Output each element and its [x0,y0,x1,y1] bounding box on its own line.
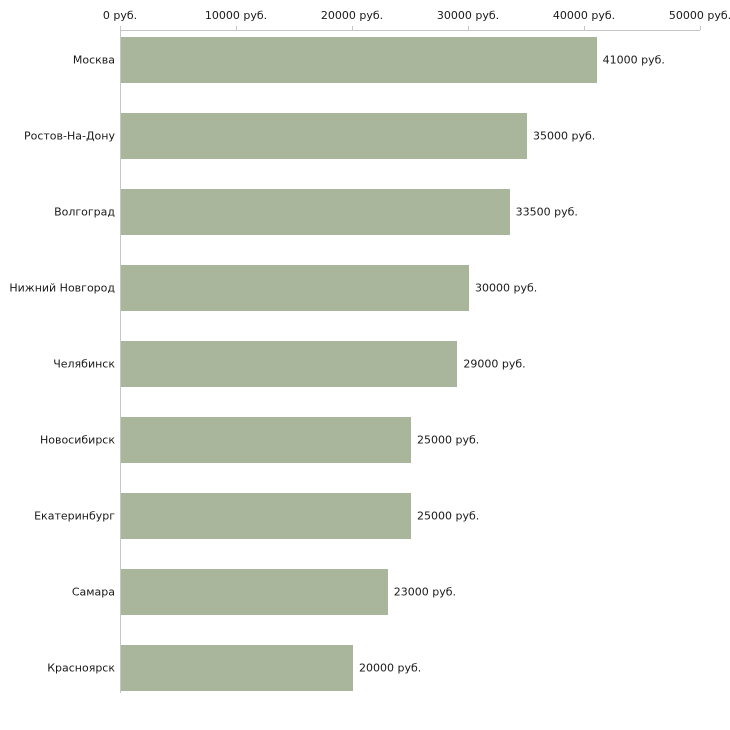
category-label: Красноярск [47,661,115,675]
category-label: Нижний Новгород [9,281,115,295]
x-tick-mark [700,26,701,30]
y-axis-line [120,30,121,693]
value-label: 30000 руб. [475,281,538,295]
bar-1 [121,37,597,83]
bar-6 [121,417,411,463]
x-axis-line [120,30,700,31]
category-label: Самара [71,585,115,599]
bar-4 [121,265,469,311]
x-tick-mark [120,26,121,30]
x-tick-label: 10000 руб. [204,9,268,22]
x-tick-label: 20000 руб. [320,9,384,22]
value-label: 41000 руб. [602,53,665,67]
x-tick-mark [468,26,469,30]
value-label: 20000 руб. [359,661,422,675]
x-tick-mark [584,26,585,30]
bar-2 [121,113,527,159]
value-label: 25000 руб. [417,433,480,447]
value-label: 29000 руб. [463,357,526,371]
category-label: Новосибирск [39,433,115,447]
bar-7 [121,493,411,539]
value-label: 35000 руб. [533,129,596,143]
value-label: 33500 руб. [515,205,578,219]
bar-8 [121,569,388,615]
plot-area: 0 руб. 10000 руб. 20000 руб. 30000 руб. 4000… [9,9,730,693]
category-label: Москва [72,53,115,67]
x-tick-mark [236,26,237,30]
x-tick-label: 50000 руб. [668,9,730,22]
x-tick-label: 30000 руб. [436,9,500,22]
bar-5 [121,341,458,387]
category-label: Челябинск [53,357,115,371]
category-label: Екатеринбург [34,509,115,523]
x-tick-label: 0 руб. [102,9,138,22]
category-label: Волгоград [54,205,115,219]
value-label: 25000 руб. [417,509,480,523]
x-tick-mark [352,26,353,30]
bar-9 [121,645,353,691]
category-label: Ростов-На-Дону [23,129,115,143]
value-label: 23000 руб. [393,585,457,599]
x-tick-label: 40000 руб. [552,9,616,22]
bar-3 [121,189,510,235]
